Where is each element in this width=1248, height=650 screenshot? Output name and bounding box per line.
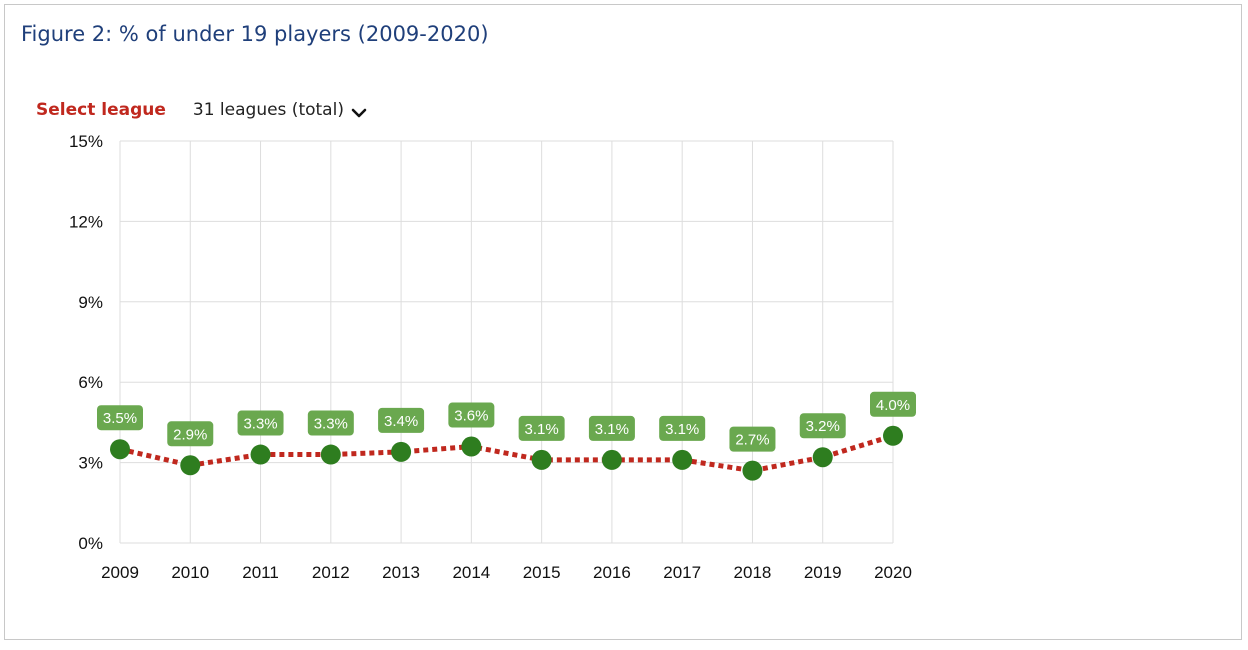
data-label-bg bbox=[799, 413, 846, 439]
data-label: 3.1% bbox=[588, 415, 635, 441]
data-label-text: 3.1% bbox=[595, 421, 629, 438]
figure-panel: Figure 2: % of under 19 players (2009-20… bbox=[4, 4, 1242, 640]
x-tick-label: 2016 bbox=[593, 563, 631, 582]
data-label-bg bbox=[588, 415, 635, 441]
data-label-text: 3.6% bbox=[454, 408, 488, 425]
data-label: 3.4% bbox=[378, 407, 425, 433]
data-point bbox=[672, 449, 693, 470]
data-label-text: 3.3% bbox=[243, 416, 277, 433]
y-tick-label: 0% bbox=[78, 534, 103, 553]
x-tick-label: 2012 bbox=[312, 563, 350, 582]
data-label: 2.9% bbox=[167, 421, 214, 447]
data-label: 3.1% bbox=[659, 415, 706, 441]
y-tick-label: 6% bbox=[78, 373, 103, 392]
x-tick-label: 2010 bbox=[171, 563, 209, 582]
data-point bbox=[883, 425, 903, 446]
data-point bbox=[812, 447, 833, 468]
league-dropdown-value: 31 leagues (total) bbox=[192, 100, 344, 120]
x-tick-label: 2013 bbox=[382, 563, 420, 582]
x-tick-label: 2014 bbox=[452, 563, 490, 582]
league-selector: Select league 31 leagues (total) bbox=[36, 98, 367, 122]
data-label: 2.7% bbox=[729, 426, 776, 452]
x-tick-label: 2009 bbox=[101, 563, 139, 582]
data-label-bg bbox=[97, 405, 143, 431]
data-label: 3.3% bbox=[307, 410, 354, 436]
data-label: 3.6% bbox=[448, 402, 495, 428]
data-point bbox=[320, 444, 341, 465]
data-label-bg bbox=[307, 410, 354, 436]
data-point bbox=[461, 436, 482, 457]
data-label-bg bbox=[378, 407, 425, 433]
data-point bbox=[180, 455, 201, 476]
x-tick-label: 2015 bbox=[523, 563, 561, 582]
x-tick-label: 2017 bbox=[663, 563, 701, 582]
x-tick-label: 2020 bbox=[874, 563, 912, 582]
data-label-text: 2.7% bbox=[735, 432, 769, 449]
y-tick-label: 9% bbox=[78, 293, 103, 312]
data-label-bg bbox=[659, 415, 706, 441]
data-point bbox=[531, 449, 552, 470]
league-dropdown[interactable]: 31 leagues (total) bbox=[193, 100, 367, 120]
data-label: 4.0% bbox=[870, 391, 916, 417]
data-point bbox=[742, 460, 763, 481]
data-label-text: 3.4% bbox=[384, 413, 418, 430]
series-line bbox=[119, 433, 894, 474]
data-label: 3.3% bbox=[237, 410, 284, 436]
x-tick-label: 2018 bbox=[734, 563, 772, 582]
data-label-text: 3.1% bbox=[525, 421, 559, 438]
y-tick-label: 3% bbox=[78, 454, 103, 473]
chevron-down-icon[interactable] bbox=[351, 104, 367, 118]
data-point bbox=[110, 439, 130, 460]
data-label-bg bbox=[870, 391, 916, 417]
data-label-bg bbox=[237, 410, 284, 436]
data-point bbox=[250, 444, 271, 465]
data-label-text: 3.2% bbox=[806, 418, 840, 435]
data-label: 3.1% bbox=[518, 415, 565, 441]
data-label-text: 3.5% bbox=[103, 410, 137, 427]
data-point bbox=[391, 441, 412, 462]
grid-lines bbox=[119, 140, 894, 544]
data-label-bg bbox=[729, 426, 776, 452]
x-tick-label: 2019 bbox=[804, 563, 842, 582]
data-label: 3.2% bbox=[799, 413, 846, 439]
data-point bbox=[601, 449, 622, 470]
y-tick-label: 15% bbox=[69, 132, 103, 151]
figure-title: Figure 2: % of under 19 players (2009-20… bbox=[21, 22, 489, 46]
data-label-bg bbox=[448, 402, 495, 428]
data-label-bg bbox=[167, 421, 214, 447]
data-label-text: 2.9% bbox=[173, 426, 207, 443]
select-league-label: Select league bbox=[36, 100, 166, 120]
data-label-bg bbox=[518, 415, 565, 441]
data-label-text: 4.0% bbox=[876, 397, 910, 414]
x-tick-label: 2011 bbox=[242, 563, 279, 582]
data-label-text: 3.3% bbox=[314, 416, 348, 433]
y-tick-label: 12% bbox=[69, 212, 103, 231]
data-label-text: 3.1% bbox=[665, 421, 699, 438]
data-label: 3.5% bbox=[97, 405, 143, 431]
